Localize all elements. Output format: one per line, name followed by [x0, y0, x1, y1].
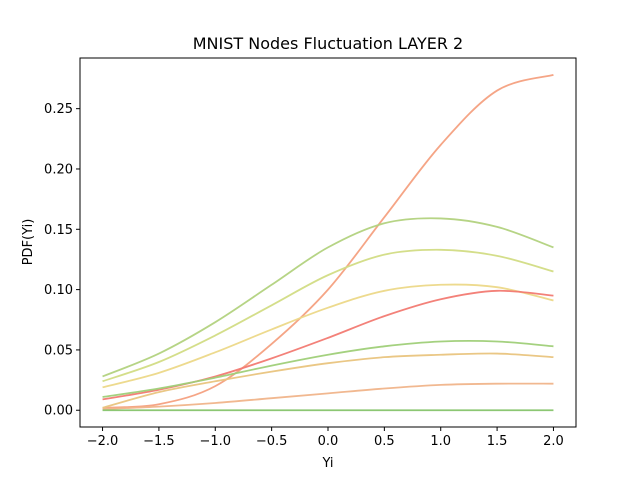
- x-tick-label: 1.0: [430, 434, 451, 449]
- x-tick-label: 1.5: [487, 434, 508, 449]
- series-line-3: [102, 248, 554, 383]
- series-layer: [102, 74, 554, 412]
- chart-title: MNIST Nodes Fluctuation LAYER 2: [193, 34, 463, 53]
- y-tick-label: 0.15: [44, 223, 73, 238]
- x-axis: −2.0 −1.5 −1.0 −0.5 0.0 0.5 1.0 1.5 2.0: [87, 427, 564, 449]
- y-tick-label: 0.25: [44, 102, 73, 117]
- x-tick-label: 0.0: [318, 434, 339, 449]
- x-tick-label: −1.5: [143, 434, 175, 449]
- series-line-2: [102, 217, 554, 378]
- x-axis-label: Yi: [321, 456, 333, 471]
- series-line-4: [102, 283, 554, 389]
- y-tick-label: 0.05: [44, 343, 73, 358]
- x-tick-label: −2.0: [87, 434, 119, 449]
- series-line-6: [102, 339, 554, 398]
- x-tick-label: 0.5: [374, 434, 395, 449]
- y-axis: 0.00 0.05 0.10 0.15 0.20 0.25: [44, 102, 80, 419]
- x-tick-label: 2.0: [543, 434, 564, 449]
- x-tick-label: −1.0: [199, 434, 231, 449]
- series-line-8: [102, 382, 554, 410]
- y-axis-label: PDF(Yi): [21, 219, 36, 266]
- y-tick-label: 0.20: [44, 162, 73, 177]
- series-line-7: [102, 352, 554, 409]
- plot-frame: [79, 57, 577, 428]
- series-line-1: [102, 74, 554, 409]
- x-tick-label: −0.5: [256, 434, 288, 449]
- y-tick-label: 0.00: [44, 404, 73, 419]
- y-tick-label: 0.10: [44, 283, 73, 298]
